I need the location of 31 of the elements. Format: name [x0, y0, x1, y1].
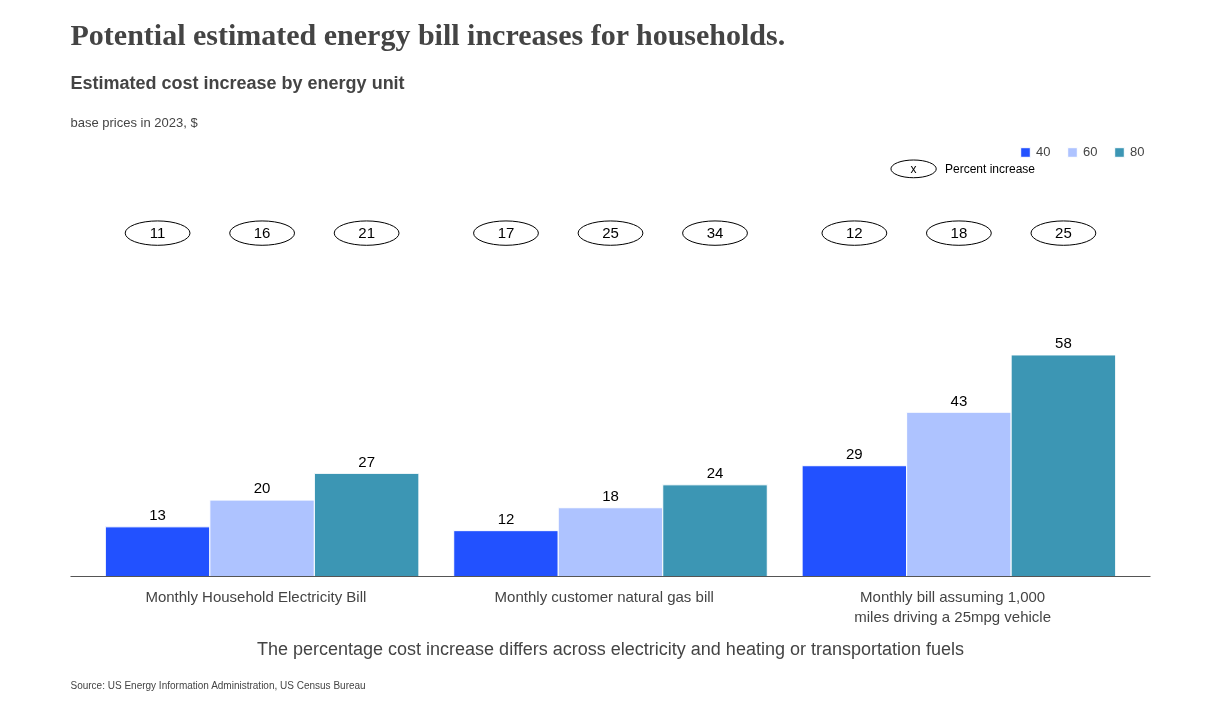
chart-title: Potential estimated energy bill increases for households. [70, 17, 786, 51]
text: 17 [497, 224, 515, 242]
legend-label: 80 [1130, 144, 1146, 159]
text: 16 [253, 224, 271, 242]
text: 18 [950, 224, 968, 242]
x-tick-label: Monthly bill assuming 1,000 miles driving a 25mpg vehicle [854, 587, 1052, 625]
text: x [910, 161, 917, 176]
data-label: 12 [497, 510, 515, 528]
text: The percentage cost increase differs across electricity and heating or transportation fuels [256, 638, 965, 659]
data-label: 13 [149, 506, 166, 524]
legend-label: 60 [1083, 144, 1099, 159]
text: base prices in 2023, $ [70, 114, 199, 130]
text: 25 [1055, 224, 1072, 242]
data-label: 29 [846, 445, 863, 463]
data-label: 20 [253, 479, 271, 497]
text: 21 [358, 224, 375, 242]
legend-label: 40 [1036, 144, 1052, 159]
text: 34 [706, 224, 724, 242]
chart-subtitle: Estimated cost increase by energy unit [70, 72, 405, 93]
text: 11 [149, 224, 166, 242]
data-label: 18 [602, 487, 619, 505]
text: 25 [602, 224, 619, 242]
text: 12 [846, 224, 863, 242]
legend-title: Percent increase [944, 161, 1036, 176]
source-note: Source: US Energy Information Administration, US Census Bureau [70, 679, 366, 691]
x-tick-label: Monthly Household Electricity Bill [145, 587, 367, 605]
x-tick-label: Monthly customer natural gas bill [494, 587, 714, 605]
data-label: 58 [1055, 334, 1072, 352]
data-label: 27 [358, 452, 375, 470]
data-label: 24 [706, 464, 724, 482]
data-label: 43 [950, 391, 968, 409]
